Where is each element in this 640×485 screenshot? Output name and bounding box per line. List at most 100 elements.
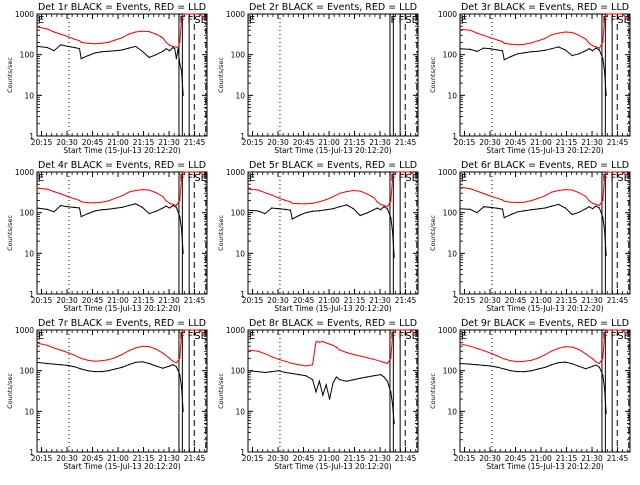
data-point-events — [53, 211, 55, 213]
data-point-events — [588, 48, 590, 50]
data-point-events — [315, 391, 317, 393]
data-point-lld — [121, 195, 123, 197]
y-tick-label: 10 — [235, 249, 245, 258]
data-point-lld — [612, 329, 614, 331]
data-point-lld — [179, 41, 181, 44]
data-point-events — [325, 384, 327, 386]
data-point-events — [148, 362, 150, 365]
data-point-events — [135, 361, 137, 363]
data-point-lld — [510, 360, 512, 362]
x-tick-label: 21:00 — [107, 138, 129, 147]
data-point-lld — [352, 189, 354, 192]
data-point-lld — [620, 171, 623, 173]
data-point-events — [155, 210, 157, 212]
data-point-lld — [182, 13, 184, 15]
data-point-events — [476, 212, 478, 214]
data-point-lld — [128, 350, 130, 352]
data-point-lld — [298, 364, 300, 366]
data-point-events — [571, 55, 573, 57]
y-tick-label: 100 — [20, 367, 35, 376]
y-tick-label: 1 — [240, 290, 245, 299]
data-point-lld — [284, 360, 286, 362]
x-axis-label: Start Time (15-Jul-13 20:12:20) — [63, 146, 180, 155]
data-point-events — [128, 47, 130, 49]
data-point-lld — [197, 171, 200, 173]
data-point-events — [544, 366, 546, 368]
x-tick-label: 21:15 — [556, 138, 578, 147]
data-point-lld — [78, 199, 81, 201]
data-point-lld — [162, 195, 164, 198]
data-point-lld — [67, 351, 69, 354]
data-point-lld — [386, 206, 388, 208]
x-tick-label: 21:45 — [395, 138, 417, 147]
y-tick-label: 100 — [443, 367, 458, 376]
data-point-lld — [376, 201, 378, 203]
data-point-lld — [155, 348, 157, 350]
data-point-lld — [595, 46, 597, 48]
data-point-lld — [544, 37, 546, 40]
marker-label: F — [390, 331, 396, 342]
y-axis-label: Counts/sec — [429, 57, 437, 93]
data-point-events — [94, 210, 96, 212]
data-point-lld — [558, 189, 560, 192]
data-point-lld — [46, 28, 48, 30]
data-point-lld — [278, 197, 280, 199]
data-point-lld — [94, 202, 96, 204]
data-point-lld — [598, 47, 601, 49]
data-point-lld — [476, 347, 478, 350]
data-point-events — [73, 366, 75, 368]
x-tick-label: 20:15 — [242, 296, 264, 305]
data-point-events — [107, 208, 109, 210]
data-point-lld — [339, 349, 341, 351]
data-point-events — [114, 207, 116, 209]
data-point-events — [101, 51, 103, 53]
data-point-lld — [175, 362, 177, 364]
plot-frame — [36, 171, 208, 295]
data-point-events — [80, 368, 82, 370]
data-point-events — [469, 208, 471, 210]
data-point-events — [530, 209, 533, 211]
data-point-lld — [578, 349, 580, 351]
data-point-lld — [318, 341, 320, 343]
data-point-lld — [603, 19, 606, 21]
x-tick-label: 21:00 — [107, 296, 129, 305]
x-tick-label: 21:30 — [581, 296, 603, 305]
data-point-lld — [271, 356, 273, 358]
data-point-events — [128, 204, 130, 207]
data-point-events — [179, 216, 181, 218]
data-point-lld — [165, 41, 167, 44]
x-axis-label: Start Time (15-Jul-13 20:12:20) — [486, 304, 603, 313]
data-point-lld — [352, 353, 354, 356]
x-tick-label: 20:45 — [505, 454, 527, 463]
data-point-events — [564, 207, 567, 209]
y-tick-label: 1000 — [438, 326, 457, 335]
data-point-lld — [359, 355, 361, 357]
data-point-lld — [501, 41, 504, 43]
marker-label: F — [602, 331, 608, 342]
data-point-events — [141, 361, 143, 363]
data-point-events — [284, 371, 286, 374]
data-point-events — [530, 51, 533, 53]
data-point-lld — [271, 194, 273, 196]
data-point-events — [114, 368, 116, 370]
series-line-lld — [247, 171, 417, 208]
marker-label: F — [179, 15, 185, 26]
data-point-events — [165, 48, 167, 50]
chart-title: Det 1r BLACK = Events, RED = LLD — [38, 2, 206, 13]
data-point-events — [335, 376, 337, 378]
y-tick-label: 100 — [231, 51, 246, 60]
x-tick-label: 20:45 — [293, 454, 315, 463]
data-point-events — [352, 208, 354, 210]
marker-label: SE — [194, 173, 207, 184]
series-line-lld — [459, 329, 629, 365]
series-line-lld — [247, 329, 417, 367]
data-point-lld — [204, 175, 206, 177]
data-point-events — [247, 209, 249, 211]
data-point-lld — [180, 19, 183, 21]
x-tick-label: 20:30 — [267, 138, 289, 147]
y-tick-label: 1 — [29, 132, 34, 141]
data-point-events — [289, 209, 292, 211]
data-point-lld — [312, 364, 314, 366]
data-point-events — [121, 206, 123, 208]
data-point-events — [155, 54, 157, 56]
